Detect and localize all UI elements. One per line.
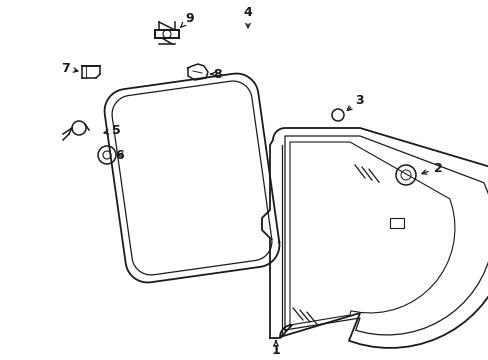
Text: 1: 1 (271, 341, 280, 356)
Text: 9: 9 (181, 12, 194, 27)
Text: 4: 4 (243, 5, 252, 28)
Bar (389, 218, 403, 228)
Text: 8: 8 (210, 68, 222, 81)
Text: 5: 5 (104, 123, 120, 136)
Text: 6: 6 (116, 149, 124, 162)
Text: 7: 7 (61, 62, 78, 75)
Text: 2: 2 (421, 162, 442, 175)
Text: 3: 3 (346, 94, 364, 111)
